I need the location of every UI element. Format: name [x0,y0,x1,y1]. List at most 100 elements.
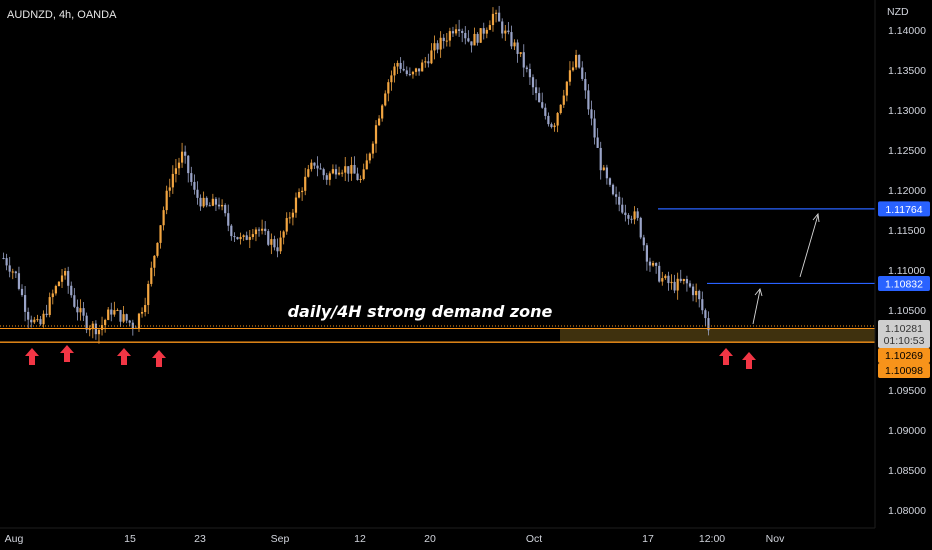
candle-body [100,325,104,330]
target-low-badge [878,275,930,291]
countdown-text: 01:10:53 [884,335,925,347]
candle-body [676,278,679,291]
candle-body [279,237,282,252]
price-tick-labels: 1.14000 1.13500 1.13000 1.12500 1.12000 1.115… [888,25,926,517]
candle-body [596,137,599,148]
candle-body [445,40,448,42]
candle-body [291,212,294,218]
candle-body [427,61,430,64]
candle-body [174,168,178,174]
candle-body [147,283,150,306]
candle-body [365,160,368,170]
candle-body [224,204,227,214]
candle-body [190,173,193,182]
candle-body [344,166,347,173]
candle-body [393,66,396,76]
candle-body [587,90,590,110]
candle-body [356,173,359,180]
candle-body [359,178,362,180]
target-high-badge [878,201,930,217]
candle-body [436,43,439,50]
red-up-arrow [152,350,166,367]
candle-body [621,204,624,213]
candle-body [319,168,322,170]
candle-body [39,319,42,325]
zone-bottom-badge [878,363,930,378]
price-tick-label: 1.12000 [888,185,926,197]
target-high-badge-text: 1.11764 [885,204,922,216]
plot-area[interactable] [0,0,875,528]
price-tick-label: 1.08000 [888,505,926,517]
current-price-text: 1.10281 [885,323,923,335]
candle-body [414,68,418,72]
candle-body [642,237,645,246]
candle-body [593,118,596,138]
candle-body [171,173,174,188]
candle-body [451,31,455,34]
candle-body [568,70,572,82]
candle-body [433,43,436,51]
candle-body [655,263,658,266]
candle-body [664,275,667,279]
candle-body [636,211,639,218]
candle-body [313,162,316,166]
candles [2,5,710,344]
candle-body [177,162,181,169]
candle-body [264,228,267,232]
candle-body [571,67,575,71]
candle-body [85,315,88,330]
candle-body [442,37,445,41]
price-tick-label: 1.08500 [888,465,926,477]
candle-body [33,319,36,323]
time-axis[interactable]: Aug 15 23 Sep 12 20 Oct 17 12:00 Nov [0,527,932,550]
candle-body [211,198,214,206]
candle-body [494,12,498,14]
candle-body [110,309,113,315]
time-tick-label: 17 [642,533,654,545]
candle-body [618,196,621,205]
candle-body [507,30,510,33]
time-tick-label: Nov [766,533,785,545]
candle-body [42,313,45,325]
current-price-badge [878,320,930,348]
candle-body [531,77,535,88]
candle-body [23,295,27,312]
candle-body [679,278,682,282]
time-tick-labels: Aug 15 23 Sep 12 20 Oct 17 12:00 Nov [5,533,785,545]
candle-body [648,261,652,266]
currency-label: NZD [887,6,909,18]
candle-body [556,113,559,126]
candle-body [202,197,205,207]
price-axis[interactable]: NZD 1.140001.135001.130001.125001.120001… [874,0,932,528]
red-up-arrow [117,348,131,365]
symbol-title[interactable]: AUDNZD, 4h, OANDA [7,9,117,21]
candle-body [273,239,276,248]
candle-body [128,320,131,323]
candle-body [17,273,21,289]
candle-body [153,255,156,268]
candle-body [384,93,387,106]
candle-body [242,235,245,237]
candle-body [670,281,673,284]
candle-body [285,218,288,232]
candle-body [97,329,101,335]
price-badges: 1.11764 1.10832 1.10281 01:10:53 1.10269… [878,201,930,378]
candle-body [328,173,331,180]
candle-body [236,237,239,240]
candle-body [513,42,516,47]
projection-arrows [752,212,820,325]
candle-body [581,67,584,79]
time-tick-label: 15 [124,533,136,545]
demand-zone-highlight [560,328,875,343]
candle-body [208,205,211,207]
price-tick-label: 1.09500 [888,385,926,397]
candle-body [624,212,627,216]
candle-body [45,313,48,316]
candle-body [528,69,532,78]
candle-body [257,229,261,231]
candle-body [405,70,408,75]
candle-body [180,151,184,163]
candle-body [297,192,301,198]
